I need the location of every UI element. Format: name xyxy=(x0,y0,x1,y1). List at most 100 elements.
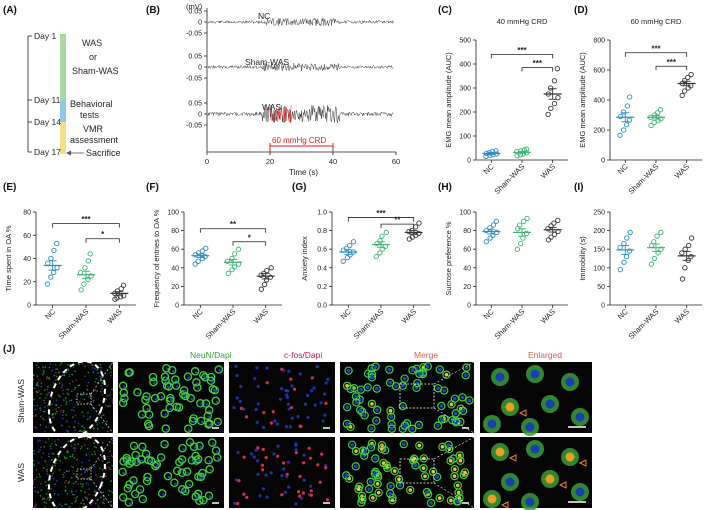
cell-dot xyxy=(33,452,36,455)
cell-dot xyxy=(46,498,48,501)
merge-nucleus xyxy=(413,463,418,468)
merge-nucleus xyxy=(388,491,392,496)
data-point xyxy=(686,242,692,249)
merge-nucleus xyxy=(388,380,392,385)
dapi-nucleus xyxy=(188,428,191,431)
significance-label: *** xyxy=(533,59,543,68)
cell-dot xyxy=(57,438,60,441)
cell-dot xyxy=(38,390,40,392)
data-point xyxy=(412,224,419,230)
cell-dot xyxy=(82,415,85,417)
merge-nucleus xyxy=(353,464,358,469)
cell-dot xyxy=(65,429,68,432)
cell-dot xyxy=(111,442,113,444)
row-label-sham: Sham-WAS xyxy=(16,379,26,423)
cfos-cell xyxy=(324,466,328,470)
cell-dot xyxy=(72,493,74,496)
data-point xyxy=(225,270,231,277)
cell-dot xyxy=(53,374,56,377)
neun-cell xyxy=(133,388,142,397)
cell-dot xyxy=(86,499,89,501)
cfos-cell xyxy=(310,376,314,380)
y-tick-label: 60 xyxy=(171,247,179,254)
cell-dot xyxy=(101,414,103,417)
merge-nucleus xyxy=(455,483,460,488)
panel-letter-c: (C) xyxy=(438,5,452,16)
merge-cell xyxy=(458,406,468,416)
cell-dot xyxy=(57,455,60,458)
trace-y-tick-label: 0.05 xyxy=(188,101,202,108)
cell-dot xyxy=(60,409,62,412)
neun-cell xyxy=(211,396,221,406)
cell-dot xyxy=(33,415,35,417)
cell-dot xyxy=(77,483,80,485)
merge-nucleus xyxy=(437,367,442,372)
arrowhead-marker xyxy=(578,459,587,467)
dapi-nucleus xyxy=(194,371,198,374)
merge-nucleus xyxy=(345,421,349,426)
dapi-nucleus xyxy=(312,386,316,390)
cell-dot xyxy=(68,506,71,508)
cell-dot xyxy=(75,398,77,401)
data-point xyxy=(87,251,93,257)
merge-cell xyxy=(355,405,365,415)
dapi-nucleus xyxy=(186,471,190,474)
data-point xyxy=(416,230,422,237)
dapi-nucleus xyxy=(256,384,260,389)
cell-dot xyxy=(34,408,37,411)
cell-dot xyxy=(83,437,86,439)
cell-dot xyxy=(79,506,81,508)
cell-dot xyxy=(100,384,103,387)
neun-cell xyxy=(183,372,193,381)
cell-dot xyxy=(99,467,101,470)
cell-dot xyxy=(111,465,113,467)
dapi-nucleus xyxy=(285,474,289,479)
x-tick-label: Sham-WAS xyxy=(352,307,386,341)
y-tick-label: 0 xyxy=(27,303,31,310)
dapi-nucleus xyxy=(161,493,165,496)
merge-cell xyxy=(423,362,432,371)
cell-dot xyxy=(93,437,95,439)
cell-dot xyxy=(44,481,47,483)
dapi-nucleus xyxy=(145,453,149,457)
merge-cell xyxy=(419,463,428,473)
cell-dot xyxy=(75,499,78,502)
data-point xyxy=(263,277,270,283)
dapi-nucleus xyxy=(258,494,262,498)
dapi-nucleus xyxy=(148,459,151,463)
cell-dot xyxy=(101,382,104,384)
neun-cell xyxy=(188,416,198,426)
cell-dot xyxy=(46,388,49,391)
cfos-cell xyxy=(292,387,297,391)
trace-y-tick-label: 0.05 xyxy=(188,54,202,61)
merge-cell xyxy=(454,488,463,497)
cell-dot xyxy=(106,394,109,397)
neun-cell xyxy=(156,391,166,401)
significance-label: *** xyxy=(517,46,527,55)
dapi-nucleus xyxy=(203,500,206,503)
merge-cell xyxy=(426,498,436,508)
cell-dot xyxy=(83,429,86,432)
y-tick-label: 40 xyxy=(23,256,31,263)
data-point xyxy=(627,94,633,100)
merge-cell xyxy=(363,383,372,392)
dapi-nucleus xyxy=(242,407,246,411)
merge-nucleus xyxy=(417,443,422,448)
enlarged-nucleus xyxy=(505,477,515,487)
dapi-nucleus xyxy=(265,495,269,499)
cell-dot xyxy=(46,376,49,378)
cell-dot xyxy=(54,363,57,366)
y-tick-label: 100 xyxy=(459,134,471,141)
dapi-nucleus xyxy=(313,403,317,407)
cell-dot xyxy=(59,460,62,462)
cell-dot xyxy=(101,469,104,471)
data-point xyxy=(621,127,627,133)
dapi-nucleus xyxy=(197,387,200,390)
dapi-nucleus xyxy=(160,396,164,399)
dapi-nucleus xyxy=(165,380,168,383)
cell-dot xyxy=(74,497,77,500)
neun-cell xyxy=(119,388,129,398)
chart-panel-c: 0 100 200 300 400 500 EMG mean amplitude (AUC)… xyxy=(444,17,568,196)
data-point xyxy=(655,250,661,256)
